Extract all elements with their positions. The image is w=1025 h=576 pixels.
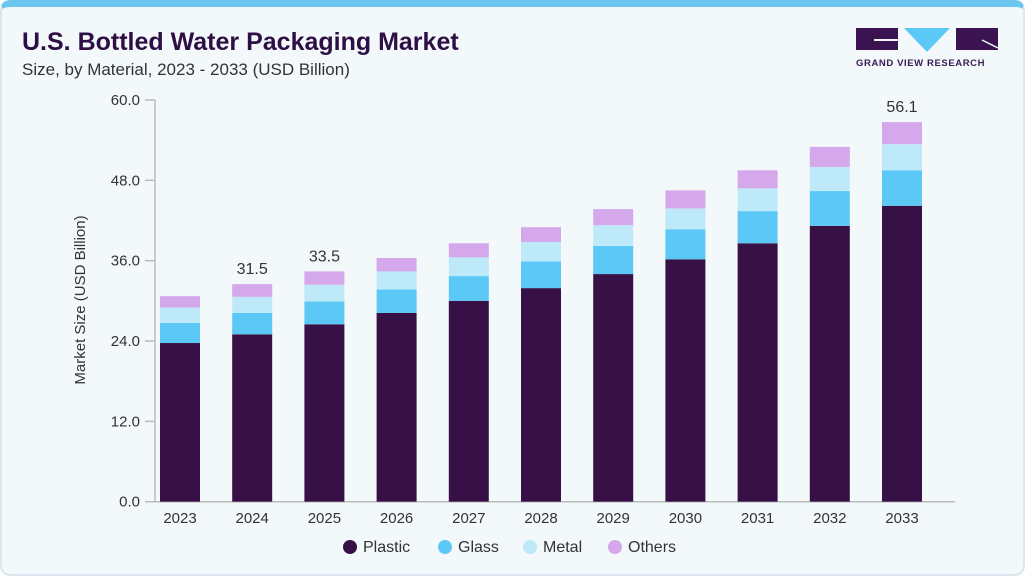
legend-marker-others	[608, 540, 622, 554]
bar-segment-others-2030	[665, 190, 706, 209]
bar-segment-plastic-2025	[304, 324, 345, 502]
bar-segment-others-2024	[232, 284, 273, 297]
bar-segment-others-2031	[737, 170, 778, 189]
bar-segment-plastic-2032	[809, 225, 850, 502]
bar-segment-others-2032	[809, 146, 850, 167]
bar-segment-plastic-2027	[448, 300, 489, 502]
legend-label-plastic: Plastic	[363, 539, 410, 556]
x-tick-label: 2025	[308, 510, 341, 527]
x-tick-label: 2031	[741, 510, 774, 527]
y-tick-label: 0.0	[119, 494, 140, 511]
y-tick-label: 12.0	[111, 413, 140, 430]
data-label-2025: 33.5	[309, 248, 340, 265]
y-tick-label: 24.0	[111, 333, 140, 350]
bar-segment-plastic-2028	[521, 288, 561, 502]
x-tick-label: 2030	[669, 510, 702, 527]
bar-segment-metal-2024	[232, 296, 273, 313]
legend-label-others: Others	[628, 539, 676, 556]
data-label-2033: 56.1	[886, 99, 917, 116]
bar-segment-glass-2031	[737, 211, 778, 244]
bar-segment-others-2027	[448, 243, 489, 258]
bar-segment-metal-2023	[160, 307, 200, 323]
legend-label-glass: Glass	[458, 539, 499, 556]
bar-segment-metal-2033	[882, 144, 922, 171]
bar-segment-metal-2030	[665, 208, 706, 230]
x-tick-label: 2033	[885, 510, 918, 527]
x-tick-label: 2029	[597, 510, 630, 527]
data-label-2024: 31.5	[237, 261, 268, 278]
bar-segment-plastic-2023	[160, 343, 200, 502]
bar-segment-glass-2033	[882, 170, 922, 206]
y-tick-label: 36.0	[111, 253, 140, 270]
x-tick-label: 2023	[163, 510, 196, 527]
x-tick-label: 2024	[236, 510, 269, 527]
chart-title: U.S. Bottled Water Packaging Market	[22, 28, 459, 56]
bar-segment-metal-2031	[737, 188, 778, 212]
bar-segment-glass-2028	[521, 261, 561, 289]
bar-segment-plastic-2029	[593, 274, 634, 502]
bar-segment-glass-2030	[665, 229, 706, 260]
legend-marker-glass	[438, 540, 452, 554]
bar-segment-metal-2025	[304, 284, 345, 302]
bar-segment-others-2023	[160, 296, 200, 308]
legend-marker-plastic	[343, 540, 357, 554]
bar-segment-plastic-2031	[737, 243, 778, 502]
grand-view-research-logo	[856, 28, 998, 52]
bar-segment-plastic-2033	[882, 205, 922, 502]
x-tick-label: 2026	[380, 510, 413, 527]
chart-subtitle: Size, by Material, 2023 - 2033 (USD Bill…	[22, 60, 350, 79]
bar-segment-metal-2027	[448, 257, 489, 277]
legend-marker-metal	[523, 540, 537, 554]
bar-segment-others-2029	[593, 209, 634, 226]
bar-segment-glass-2029	[593, 245, 634, 275]
bar-segment-plastic-2030	[665, 259, 706, 502]
bar-segment-others-2025	[304, 271, 345, 285]
bar-segment-glass-2032	[809, 191, 850, 226]
logo-text: GRAND VIEW RESEARCH	[856, 58, 986, 69]
x-tick-label: 2028	[524, 510, 557, 527]
legend-label-metal: Metal	[543, 539, 582, 556]
bar-segment-glass-2026	[376, 289, 417, 313]
bar-segment-others-2026	[376, 258, 417, 272]
bar-segment-others-2033	[882, 122, 922, 145]
bar-segment-metal-2032	[809, 166, 850, 192]
bar-segment-metal-2026	[376, 271, 417, 290]
y-axis-title: Market Size (USD Billion)	[72, 215, 89, 384]
bar-segment-metal-2029	[593, 225, 634, 246]
y-tick-label: 48.0	[111, 172, 140, 189]
bar-segment-glass-2024	[232, 312, 273, 335]
bar-segment-glass-2027	[448, 276, 489, 301]
x-tick-label: 2032	[813, 510, 846, 527]
x-tick-label: 2027	[452, 510, 485, 527]
bar-segment-plastic-2024	[232, 334, 273, 502]
bar-segment-metal-2028	[521, 241, 561, 262]
y-tick-label: 60.0	[111, 92, 140, 109]
bar-segment-glass-2023	[160, 322, 200, 344]
bar-segment-others-2028	[521, 227, 561, 242]
bar-segment-plastic-2026	[376, 312, 417, 502]
bar-segment-glass-2025	[304, 301, 345, 325]
